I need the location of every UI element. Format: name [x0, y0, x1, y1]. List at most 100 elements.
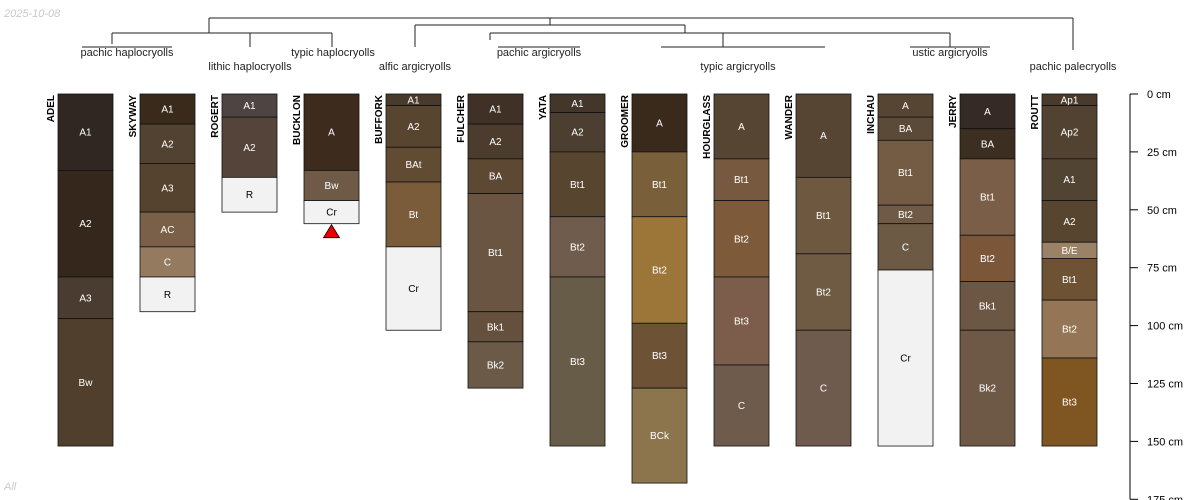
profile-name: ADEL: [46, 95, 57, 122]
horizon-block: [959, 128, 1016, 160]
depth-tick-label: 150 cm: [1147, 436, 1183, 448]
profile-rogert: A1 A2 R ROGERT: [210, 93, 278, 213]
horizon-block: [959, 234, 1016, 282]
horizon-label: Bt: [409, 210, 419, 221]
horizon-block: [139, 211, 196, 248]
horizon-block: [1041, 158, 1098, 201]
horizon-block: [57, 276, 114, 320]
horizon-label: A1: [571, 99, 584, 110]
horizon-block: [303, 200, 360, 225]
horizon-label: BAt: [405, 160, 421, 171]
profile-buffork: A1 A2 BAt Bt Cr BUFFORK: [374, 93, 442, 331]
horizon-block: [713, 276, 770, 366]
horizon-block: [139, 246, 196, 278]
horizon-label: Cr: [900, 354, 911, 365]
horizon-block: [385, 181, 442, 248]
horizon-block: [549, 216, 606, 278]
horizon-label: Bt2: [898, 210, 913, 221]
horizon-label: BA: [489, 172, 503, 183]
profile-inchau: A BA Bt1 Bt2 C Cr INCHAU: [866, 93, 934, 447]
horizon-block: [631, 151, 688, 218]
horizon-label: Bt2: [1062, 325, 1077, 336]
horizon-label: A2: [161, 139, 174, 150]
horizon-block: [303, 170, 360, 201]
horizon-block: [467, 341, 524, 389]
horizon-block: [549, 112, 606, 153]
horizon-label: A1: [1063, 175, 1076, 186]
warning-triangle-icon: [322, 223, 341, 239]
horizon-label: Bk2: [979, 384, 997, 395]
profile-yata: A1 A2 Bt1 Bt2 Bt3 YATA: [538, 93, 606, 447]
horizon-block: [385, 246, 442, 331]
horizon-label: A2: [1063, 217, 1076, 228]
horizon-block: [1041, 357, 1098, 447]
depth-tick-label: 25 cm: [1147, 147, 1177, 159]
horizon-label: A1: [79, 128, 92, 139]
horizon-label: Bk1: [487, 322, 505, 333]
profile-jerry: A BA Bt1 Bt2 Bk1 Bk2 JERRY: [948, 93, 1016, 447]
horizon-label: A1: [161, 105, 174, 116]
horizon-label: Ap1: [1061, 95, 1079, 106]
horizon-label: C: [820, 384, 827, 395]
horizon-label: AC: [161, 225, 175, 236]
horizon-label: Bt1: [570, 180, 585, 191]
profile-name: ROUTT: [1030, 95, 1041, 129]
horizon-block: [385, 146, 442, 183]
profile-name: SKYWAY: [128, 95, 139, 138]
taxon-label: alfic argicryolls: [379, 61, 452, 73]
horizon-label: Bt3: [1062, 398, 1077, 409]
horizon-block: [713, 158, 770, 201]
profile-skyway: A1 A2 A3 AC C R SKYWAY: [128, 93, 196, 313]
depth-tick-label: 100 cm: [1147, 321, 1183, 333]
horizon-label: A2: [489, 137, 502, 148]
horizon-label: A3: [79, 293, 92, 304]
horizon-block: [795, 253, 852, 331]
horizon-label: Bt1: [734, 175, 749, 186]
taxon-label: typic argicryolls: [700, 61, 776, 73]
taxon-label: typic haplocryolls: [291, 47, 375, 59]
horizon-label: Bw: [325, 181, 340, 192]
horizon-label: R: [164, 290, 171, 301]
horizon-label: C: [902, 242, 909, 253]
horizon-block: [631, 387, 688, 484]
horizon-label: A: [328, 128, 335, 139]
horizon-block: [713, 200, 770, 278]
horizon-label: Bt2: [652, 266, 667, 277]
horizon-block: [959, 93, 1016, 130]
horizon-block: [139, 163, 196, 213]
profile-bucklon: A Bw Cr BUCKLON: [292, 93, 360, 239]
horizon-label: BA: [899, 124, 913, 135]
taxon-label: ustic argicryolls: [912, 47, 988, 59]
horizon-label: Bk1: [979, 301, 997, 312]
horizon-block: [221, 116, 278, 178]
horizon-block: [959, 281, 1016, 331]
horizon-label: BCk: [650, 431, 670, 442]
profile-name: FULCHER: [456, 94, 467, 143]
date-stamp: 2025-10-08: [4, 8, 61, 20]
horizon-label: Cr: [408, 284, 419, 295]
horizon-block: [221, 176, 278, 213]
horizon-label: A2: [571, 128, 584, 139]
horizon-label: C: [164, 257, 171, 268]
horizon-block: [1041, 258, 1098, 301]
horizon-label: R: [246, 190, 253, 201]
horizon-label: Bt1: [816, 211, 831, 222]
horizon-label: A3: [161, 183, 174, 194]
horizon-label: A: [656, 118, 663, 129]
profile-name: ROGERT: [210, 95, 221, 138]
horizon-label: Bt1: [980, 193, 995, 204]
horizon-label: Ap2: [1061, 128, 1079, 139]
taxon-label: lithic haplocryolls: [208, 61, 292, 73]
horizon-block: [877, 139, 934, 206]
horizon-label: A1: [489, 105, 502, 116]
horizon-block: [57, 318, 114, 447]
horizon-block: [795, 176, 852, 255]
horizon-label: Bk2: [487, 360, 505, 371]
profile-name: JERRY: [948, 95, 959, 128]
horizon-label: Bt2: [980, 254, 995, 265]
horizon-label: Bt2: [734, 234, 749, 245]
horizon-block: [795, 329, 852, 447]
horizon-block: [1041, 299, 1098, 359]
profile-adel: A1 A2 A3 Bw ADEL: [46, 93, 114, 447]
